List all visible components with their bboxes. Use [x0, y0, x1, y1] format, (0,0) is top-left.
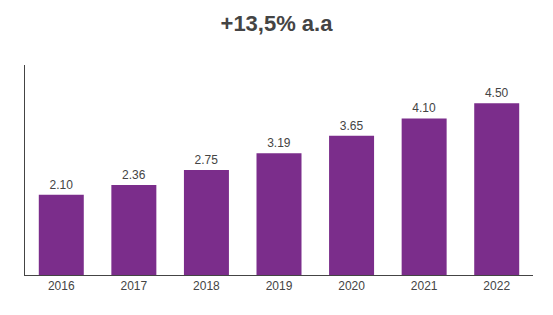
- svg-text:3.19: 3.19: [267, 136, 291, 150]
- svg-text:2019: 2019: [266, 279, 293, 293]
- svg-text:2016: 2016: [48, 279, 75, 293]
- svg-text:2022: 2022: [483, 279, 510, 293]
- svg-text:2020: 2020: [338, 279, 365, 293]
- svg-text:2.10: 2.10: [49, 178, 73, 192]
- svg-text:+13,5% a.a: +13,5% a.a: [221, 11, 334, 36]
- svg-text:3.65: 3.65: [340, 119, 364, 133]
- svg-text:2.36: 2.36: [122, 168, 146, 182]
- svg-text:2017: 2017: [121, 279, 148, 293]
- svg-text:2018: 2018: [193, 279, 220, 293]
- svg-text:2.75: 2.75: [195, 153, 219, 167]
- svg-text:2021: 2021: [411, 279, 438, 293]
- svg-text:4.10: 4.10: [412, 101, 436, 115]
- svg-text:4.50: 4.50: [485, 86, 509, 100]
